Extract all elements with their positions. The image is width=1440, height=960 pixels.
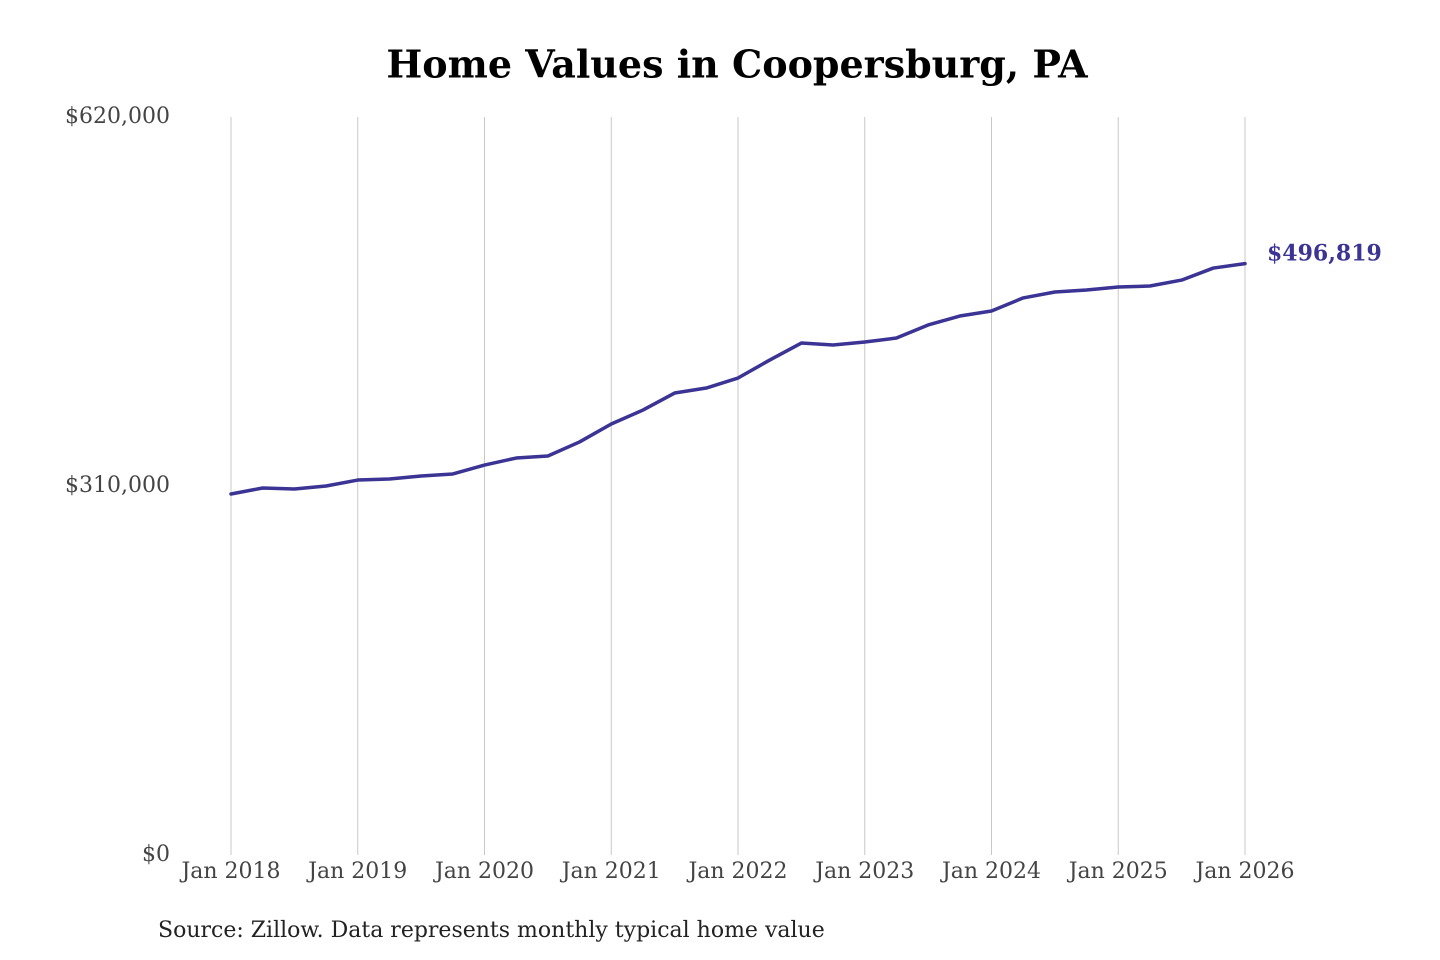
series-line xyxy=(229,261,1247,496)
source-note: Source: Zillow. Data represents monthly … xyxy=(158,918,825,943)
x-tick-label: Jan 2022 xyxy=(686,859,787,884)
x-tick-label: Jan 2020 xyxy=(433,859,534,884)
x-tick-label: Jan 2018 xyxy=(179,859,280,884)
x-tick-label: Jan 2025 xyxy=(1067,859,1168,884)
x-tick-label: Jan 2021 xyxy=(560,859,661,884)
y-tick-label: $310,000 xyxy=(65,473,170,498)
y-tick-label: $0 xyxy=(142,842,170,867)
end-value-label: $496,819 xyxy=(1267,241,1382,267)
x-tick-label: Jan 2024 xyxy=(940,859,1041,884)
y-tick-label: $620,000 xyxy=(65,104,170,129)
chart-title: Home Values in Coopersburg, PA xyxy=(386,42,1088,87)
x-tick-label: Jan 2019 xyxy=(306,859,407,884)
x-tick-label: Jan 2026 xyxy=(1193,859,1294,884)
x-tick-label: Jan 2023 xyxy=(813,859,914,884)
